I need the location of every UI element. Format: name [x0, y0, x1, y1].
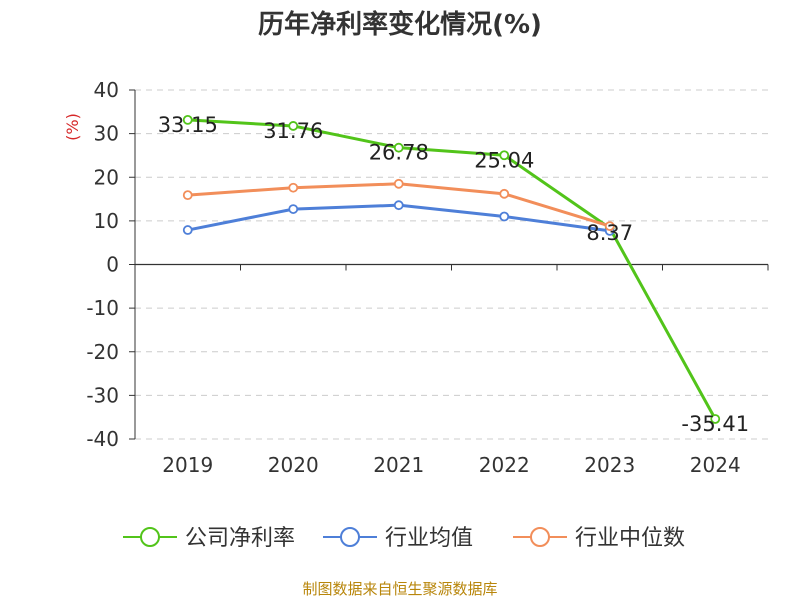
- y-tick-label: 30: [94, 122, 119, 146]
- legend-item[interactable]: 公司净利率: [123, 526, 295, 551]
- data-point[interactable]: [182, 190, 193, 201]
- data-point[interactable]: [499, 188, 510, 199]
- y-tick-label: 40: [94, 78, 119, 102]
- y-tick-label: -30: [86, 383, 119, 407]
- data-point[interactable]: [604, 221, 615, 232]
- axes: 40 30 20 10 0 -10 -20 -30 -40 2019 2020 2021 2022 202…: [63, 78, 769, 477]
- x-tick-label: 2024: [690, 453, 741, 477]
- data-point[interactable]: [710, 414, 721, 424]
- x-tick-label: 2020: [268, 453, 319, 477]
- y-tick-label: 10: [94, 209, 119, 233]
- data-point[interactable]: [393, 200, 404, 211]
- x-tick-label: 2023: [584, 453, 635, 477]
- source-note: 制图数据来自恒生聚源数据库: [302, 580, 498, 598]
- y-tick-label: 20: [94, 165, 119, 189]
- data-label: 31.76: [263, 119, 323, 143]
- data-point[interactable]: [393, 178, 404, 189]
- data-point[interactable]: [499, 150, 510, 161]
- legend-item[interactable]: 行业中位数: [513, 526, 685, 551]
- y-tick-label: -40: [86, 427, 119, 451]
- y-axis-label: (%): [63, 113, 82, 141]
- data-point[interactable]: [393, 142, 404, 153]
- y-tick-label: 0: [106, 253, 119, 277]
- data-label: 8.37: [586, 221, 633, 245]
- legend[interactable]: 公司净利率 行业均值 行业中位数: [123, 526, 685, 551]
- y-tick-label: -10: [86, 296, 119, 320]
- x-tick-label: 2019: [162, 453, 213, 477]
- y-tick-label: -20: [86, 340, 119, 364]
- x-tick-label: 2022: [479, 453, 530, 477]
- series-line: [187, 118, 717, 420]
- data-point[interactable]: [288, 182, 299, 193]
- legend-marker-icon: [340, 527, 360, 547]
- data-label: 25.04: [474, 148, 534, 172]
- x-tick-label: 2021: [373, 453, 424, 477]
- data-point[interactable]: [182, 114, 193, 125]
- data-label: 33.15: [158, 113, 218, 137]
- data-point[interactable]: [288, 121, 299, 131]
- legend-label: 行业均值: [385, 526, 473, 551]
- legend-item[interactable]: 行业均值: [323, 526, 473, 551]
- legend-label: 公司净利率: [185, 526, 295, 551]
- legend-marker-icon: [530, 527, 550, 547]
- data-label: 26.78: [369, 141, 429, 165]
- legend-marker-icon: [140, 527, 160, 547]
- data-point[interactable]: [499, 211, 510, 222]
- chart-title: 历年净利率变化情况(%): [258, 10, 542, 40]
- legend-label: 行业中位数: [575, 526, 685, 551]
- series-lines: [182, 114, 721, 424]
- data-labels: 33.15 31.76 26.78 25.04 8.37 -35.41: [158, 113, 749, 436]
- data-point[interactable]: [288, 204, 299, 214]
- data-label: -35.41: [681, 412, 749, 436]
- data-point[interactable]: [182, 225, 193, 235]
